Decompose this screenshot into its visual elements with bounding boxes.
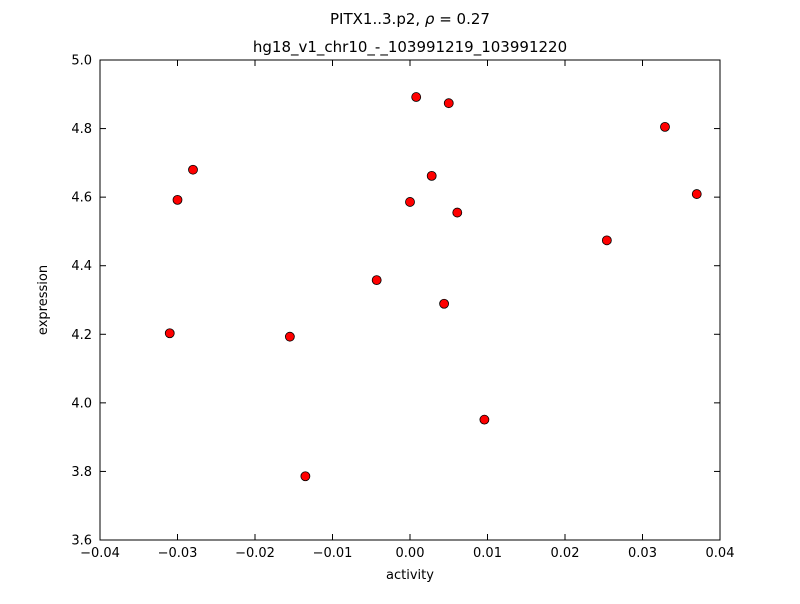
y-tick-label: 4.0 bbox=[71, 396, 92, 411]
x-tick-label: 0.01 bbox=[473, 546, 502, 561]
y-tick-label: 3.6 bbox=[71, 534, 92, 549]
plot-title: PITX1..3.p2, ρ = 0.27 bbox=[330, 10, 490, 28]
rho-symbol: ρ bbox=[425, 10, 435, 28]
y-tick-label: 4.6 bbox=[71, 191, 92, 206]
y-axis-label: expression bbox=[36, 265, 51, 335]
y-tick-label: 3.8 bbox=[71, 465, 92, 480]
x-axis-label: activity bbox=[386, 568, 434, 583]
x-tick-label: 0.02 bbox=[551, 546, 580, 561]
y-tick-label: 4.8 bbox=[71, 122, 92, 137]
x-tick-label: 0.04 bbox=[706, 546, 735, 561]
x-tick-label: 0.00 bbox=[396, 546, 425, 561]
data-point bbox=[601, 235, 612, 246]
axis-tick-labels: −0.04 −0.03 −0.02 −0.01 0.00 0.01 0.02 0.03 0.04… bbox=[71, 54, 734, 562]
plot-frame bbox=[99, 59, 721, 541]
data-point bbox=[479, 414, 490, 425]
rho-value: = 0.27 bbox=[434, 10, 490, 28]
data-point bbox=[188, 164, 198, 175]
data-point bbox=[426, 170, 437, 181]
data-point bbox=[660, 121, 670, 132]
data-point bbox=[405, 197, 415, 207]
data-point bbox=[371, 275, 382, 286]
data-points bbox=[164, 92, 702, 482]
data-point bbox=[300, 471, 311, 482]
axis-ticks bbox=[99, 59, 721, 541]
data-point bbox=[443, 98, 454, 109]
data-point bbox=[284, 331, 295, 342]
data-point bbox=[691, 189, 702, 199]
data-point bbox=[439, 298, 450, 309]
y-tick-label: 4.4 bbox=[71, 259, 92, 274]
data-point bbox=[411, 92, 422, 102]
y-tick-label: 4.2 bbox=[71, 328, 92, 343]
x-tick-label: −0.03 bbox=[158, 546, 198, 561]
x-tick-label: −0.04 bbox=[80, 546, 120, 561]
y-tick-label: 5.0 bbox=[71, 54, 92, 69]
data-point bbox=[164, 328, 175, 339]
x-tick-label: 0.03 bbox=[628, 546, 657, 561]
x-tick-label: −0.02 bbox=[235, 546, 275, 561]
plot-subtitle: hg18_v1_chr10_-_103991219_103991220 bbox=[253, 38, 567, 57]
data-point bbox=[452, 207, 463, 218]
data-point bbox=[172, 194, 183, 205]
plot-title-text: PITX1..3.p2, bbox=[330, 10, 425, 28]
x-tick-label: −0.01 bbox=[313, 546, 353, 561]
